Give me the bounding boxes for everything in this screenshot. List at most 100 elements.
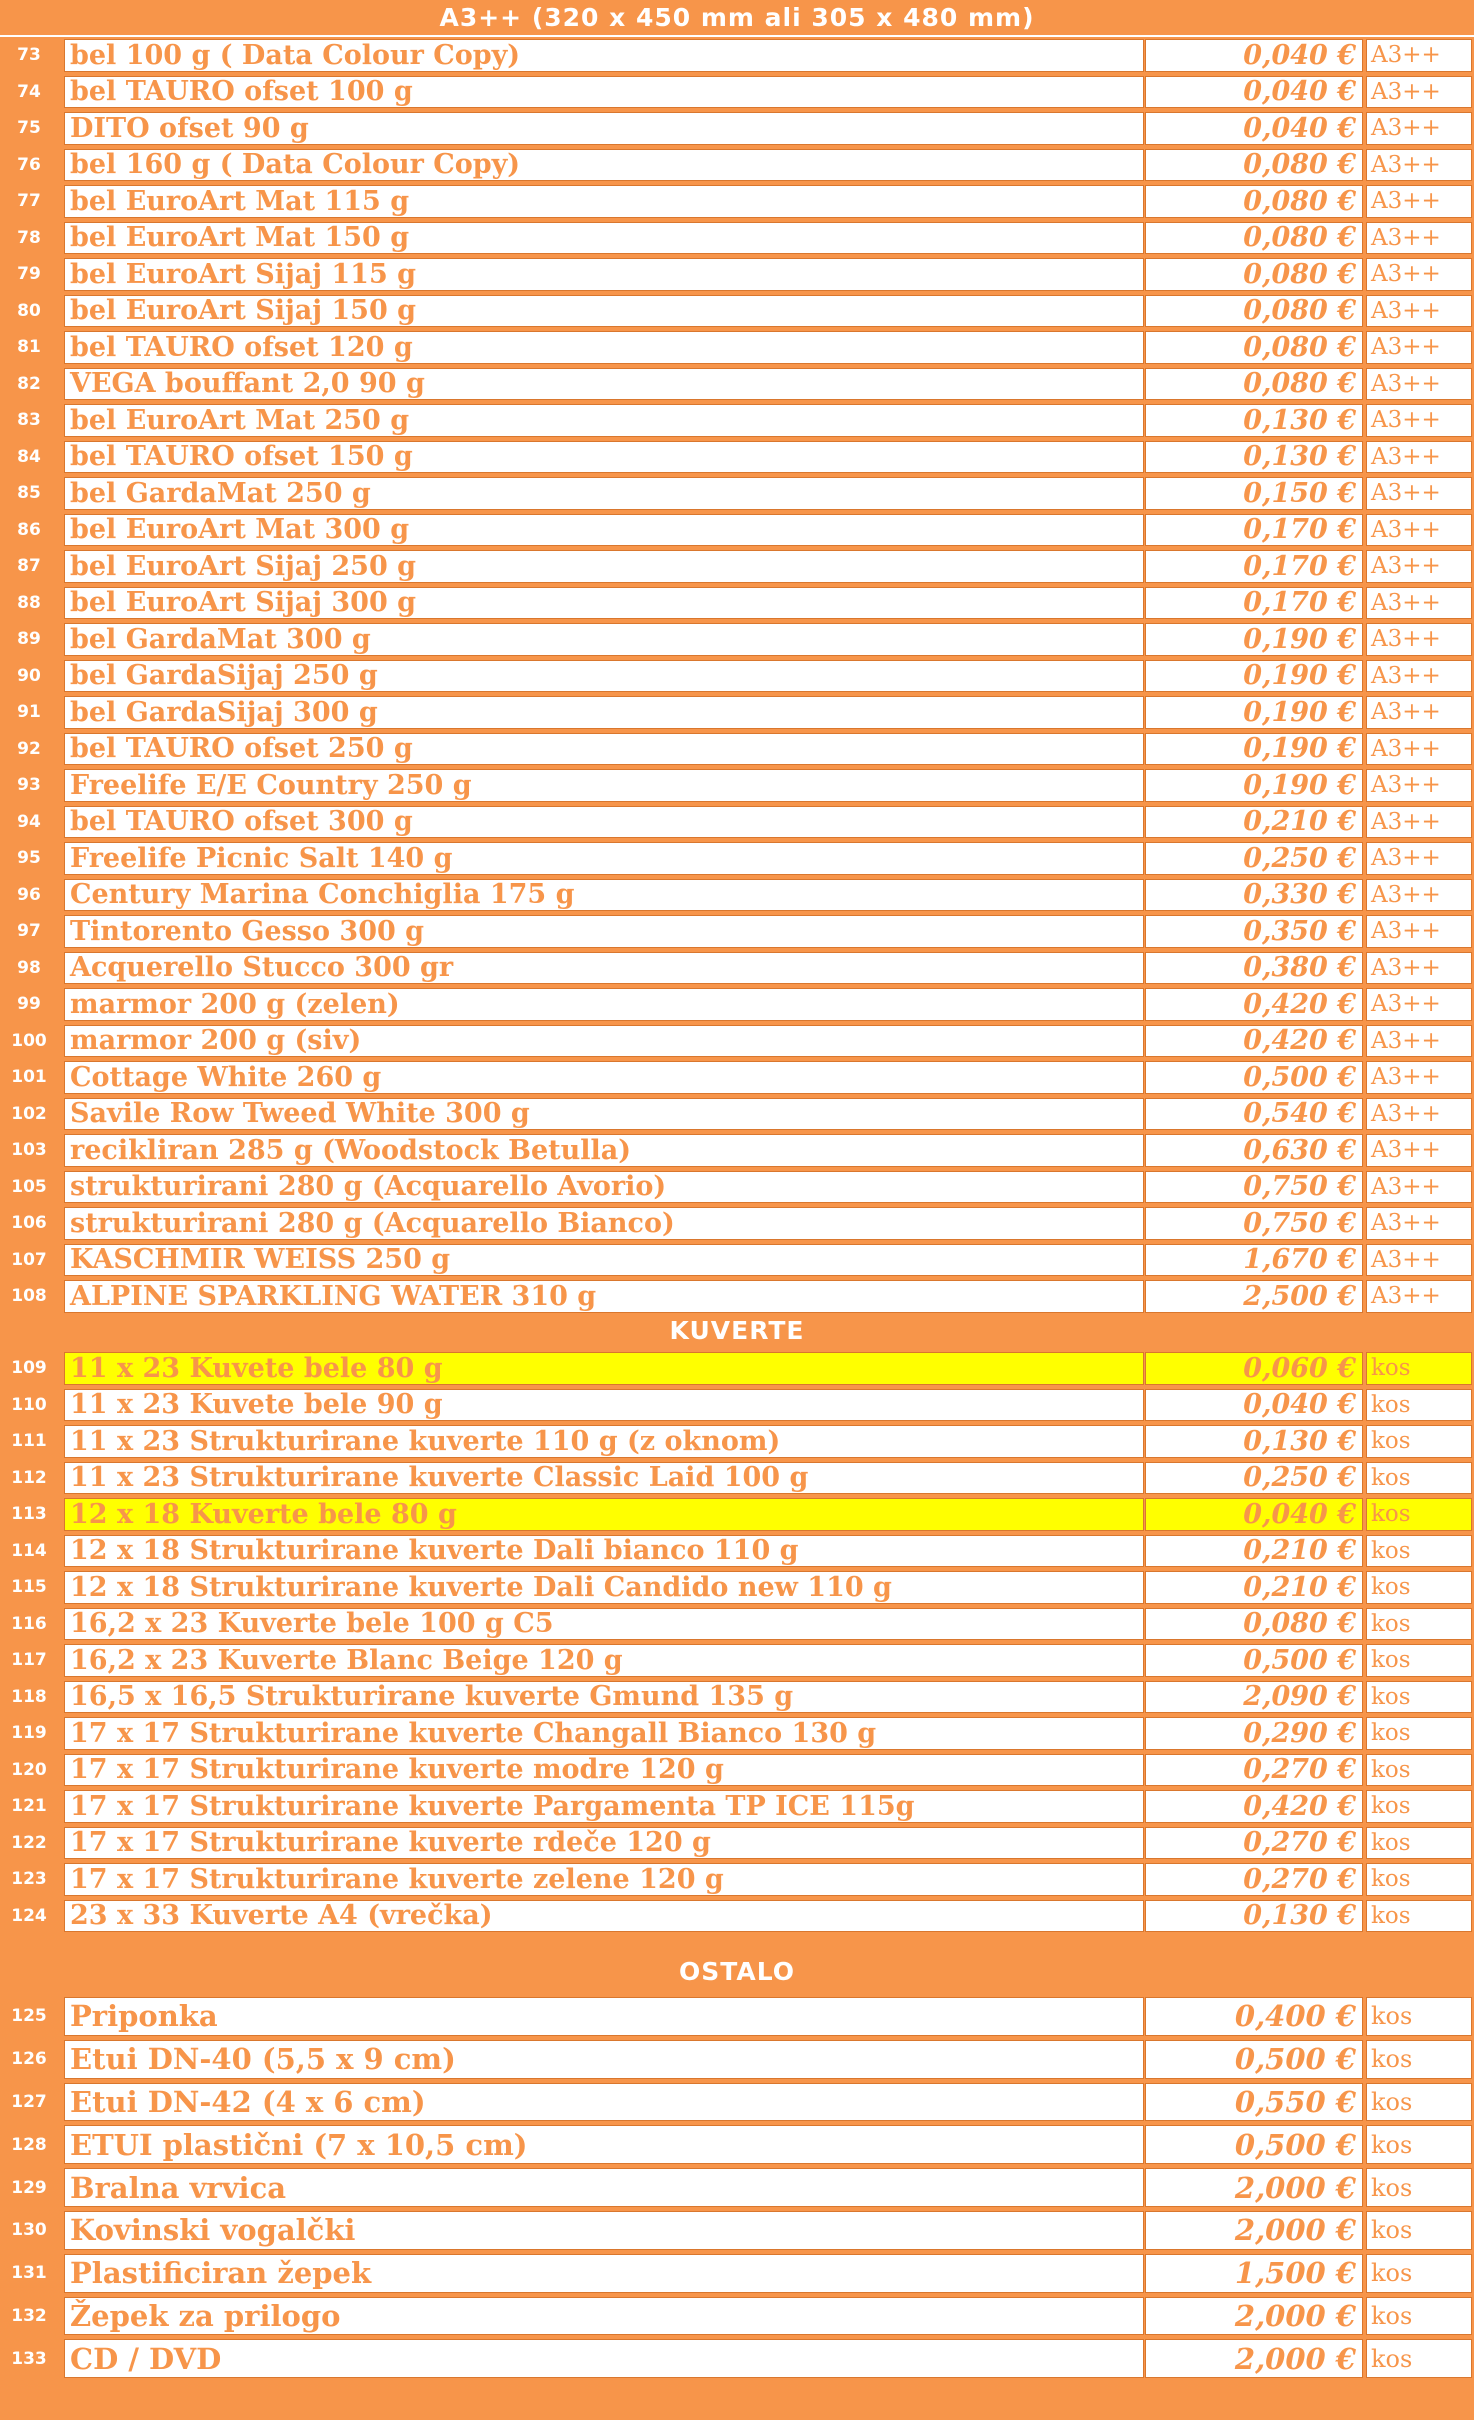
- item-number: 90: [17, 665, 41, 686]
- item-unit: A3++: [1366, 294, 1472, 327]
- item-number: 108: [11, 1286, 47, 1307]
- item-name: bel TAURO ofset 250 g: [64, 732, 1144, 765]
- item-price: 0,080 €: [1145, 367, 1363, 400]
- item-number: 100: [11, 1030, 47, 1051]
- list-item: 132 Žepek za prilogo 2,000 € kos: [0, 2295, 1474, 2338]
- item-number: 96: [17, 884, 41, 905]
- item-number: 89: [17, 629, 41, 650]
- list-item: 99 marmor 200 g (zelen) 0,420 € A3++: [0, 986, 1474, 1023]
- item-unit: kos: [1366, 1607, 1472, 1640]
- item-price: 0,380 €: [1145, 951, 1363, 984]
- item-number: 113: [11, 1504, 47, 1525]
- item-name: bel GardaSijaj 300 g: [64, 696, 1144, 729]
- item-name: bel 160 g ( Data Colour Copy): [64, 148, 1144, 181]
- item-number: 84: [17, 446, 41, 467]
- list-item: 118 16,5 x 16,5 Strukturirane kuverte Gmu…: [0, 1679, 1474, 1716]
- item-name: KASCHMIR WEISS 250 g: [64, 1243, 1144, 1276]
- item-number: 114: [11, 1540, 47, 1561]
- item-unit: kos: [1366, 2039, 1472, 2079]
- list-item: 126 Etui DN-40 (5,5 x 9 cm) 0,500 € kos: [0, 2038, 1474, 2081]
- list-item: 96 Century Marina Conchiglia 175 g 0,330 €…: [0, 877, 1474, 914]
- item-price: 0,190 €: [1145, 623, 1363, 656]
- list-item: 101 Cottage White 260 g 0,500 € A3++: [0, 1059, 1474, 1096]
- item-price: 0,130 €: [1145, 1899, 1363, 1932]
- item-unit: kos: [1366, 2211, 1472, 2250]
- item-price: 0,080 €: [1145, 331, 1363, 364]
- item-unit: A3++: [1366, 1024, 1472, 1057]
- item-price: 0,270 €: [1145, 1826, 1363, 1859]
- list-item: 103 recikliran 285 g (Woodstock Betulla) 0…: [0, 1132, 1474, 1169]
- item-unit: kos: [1366, 1863, 1472, 1896]
- item-price: 2,000 €: [1145, 2168, 1363, 2207]
- item-name: 16,2 x 23 Kuverte Blanc Beige 120 g: [64, 1644, 1144, 1677]
- list-item: 94 bel TAURO ofset 300 g 0,210 € A3++: [0, 804, 1474, 841]
- item-name: bel TAURO ofset 120 g: [64, 331, 1144, 364]
- item-price: 0,040 €: [1145, 39, 1363, 72]
- item-price: 2,500 €: [1145, 1280, 1363, 1313]
- item-name: bel EuroArt Mat 115 g: [64, 185, 1144, 218]
- list-item: 90 bel GardaSijaj 250 g 0,190 € A3++: [0, 658, 1474, 695]
- item-price: 0,040 €: [1145, 1388, 1363, 1421]
- item-name: 16,5 x 16,5 Strukturirane kuverte Gmund …: [64, 1680, 1144, 1713]
- item-name: strukturirani 280 g (Acquarello Bianco): [64, 1207, 1144, 1240]
- item-number: 88: [17, 592, 41, 613]
- item-unit: A3++: [1366, 1061, 1472, 1094]
- item-number: 112: [11, 1467, 47, 1488]
- item-unit: kos: [1366, 1352, 1472, 1385]
- list-item: 105 strukturirani 280 g (Acquarello Avori…: [0, 1169, 1474, 1206]
- item-number: 102: [11, 1103, 47, 1124]
- item-unit: A3++: [1366, 696, 1472, 729]
- item-unit: kos: [1366, 2296, 1472, 2336]
- list-item: 87 bel EuroArt Sijaj 250 g 0,170 € A3++: [0, 548, 1474, 585]
- item-unit: kos: [1366, 1425, 1472, 1458]
- item-name: recikliran 285 g (Woodstock Betulla): [64, 1134, 1144, 1167]
- item-name: Etui DN-42 (4 x 6 cm): [64, 2082, 1144, 2122]
- item-price: 0,750 €: [1145, 1170, 1363, 1203]
- item-name: 17 x 17 Strukturirane kuverte Pargamenta…: [64, 1790, 1144, 1823]
- item-price: 0,080 €: [1145, 294, 1363, 327]
- item-price: 0,170 €: [1145, 550, 1363, 583]
- item-name: 11 x 23 Kuvete bele 80 g: [64, 1352, 1144, 1385]
- list-item: 97 Tintorento Gesso 300 g 0,350 € A3++: [0, 913, 1474, 950]
- list-item: 121 17 x 17 Strukturirane kuverte Pargame…: [0, 1788, 1474, 1825]
- list-item: 123 17 x 17 Strukturirane kuverte zelene …: [0, 1861, 1474, 1898]
- item-price: 0,250 €: [1145, 842, 1363, 875]
- item-price: 0,420 €: [1145, 1024, 1363, 1057]
- item-number: 129: [11, 2177, 47, 2198]
- item-unit: A3++: [1366, 367, 1472, 400]
- item-number: 79: [17, 264, 41, 285]
- item-name: DITO ofset 90 g: [64, 112, 1144, 145]
- item-name: bel EuroArt Mat 250 g: [64, 404, 1144, 437]
- item-unit: A3++: [1366, 148, 1472, 181]
- item-number: 130: [11, 2220, 47, 2241]
- list-item: 89 bel GardaMat 300 g 0,190 € A3++: [0, 621, 1474, 658]
- item-number: 125: [11, 2006, 47, 2027]
- item-price: 0,170 €: [1145, 513, 1363, 546]
- item-price: 0,500 €: [1145, 2125, 1363, 2165]
- item-price: 0,630 €: [1145, 1134, 1363, 1167]
- item-price: 0,270 €: [1145, 1863, 1363, 1896]
- item-number: 92: [17, 738, 41, 759]
- item-price: 0,190 €: [1145, 696, 1363, 729]
- item-unit: A3++: [1366, 1097, 1472, 1130]
- list-item: 131 Plastificiran žepek 1,500 € kos: [0, 2252, 1474, 2295]
- item-unit: A3++: [1366, 586, 1472, 619]
- item-unit: A3++: [1366, 550, 1472, 583]
- item-name: 17 x 17 Strukturirane kuverte zelene 120…: [64, 1863, 1144, 1896]
- item-price: 0,270 €: [1145, 1753, 1363, 1786]
- item-price: 0,290 €: [1145, 1717, 1363, 1750]
- list-item: 117 16,2 x 23 Kuverte Blanc Beige 120 g 0,…: [0, 1642, 1474, 1679]
- item-number: 95: [17, 848, 41, 869]
- item-number: 73: [17, 45, 41, 66]
- item-price: 0,550 €: [1145, 2082, 1363, 2122]
- item-number: 91: [17, 702, 41, 723]
- item-name: Acquerello Stucco 300 gr: [64, 951, 1144, 984]
- item-price: 0,500 €: [1145, 2039, 1363, 2079]
- item-price: 0,080 €: [1145, 221, 1363, 254]
- item-number: 124: [11, 1905, 47, 1926]
- item-number: 93: [17, 775, 41, 796]
- list-item: 84 bel TAURO ofset 150 g 0,130 € A3++: [0, 439, 1474, 476]
- item-unit: A3++: [1366, 951, 1472, 984]
- item-number: 109: [11, 1358, 47, 1379]
